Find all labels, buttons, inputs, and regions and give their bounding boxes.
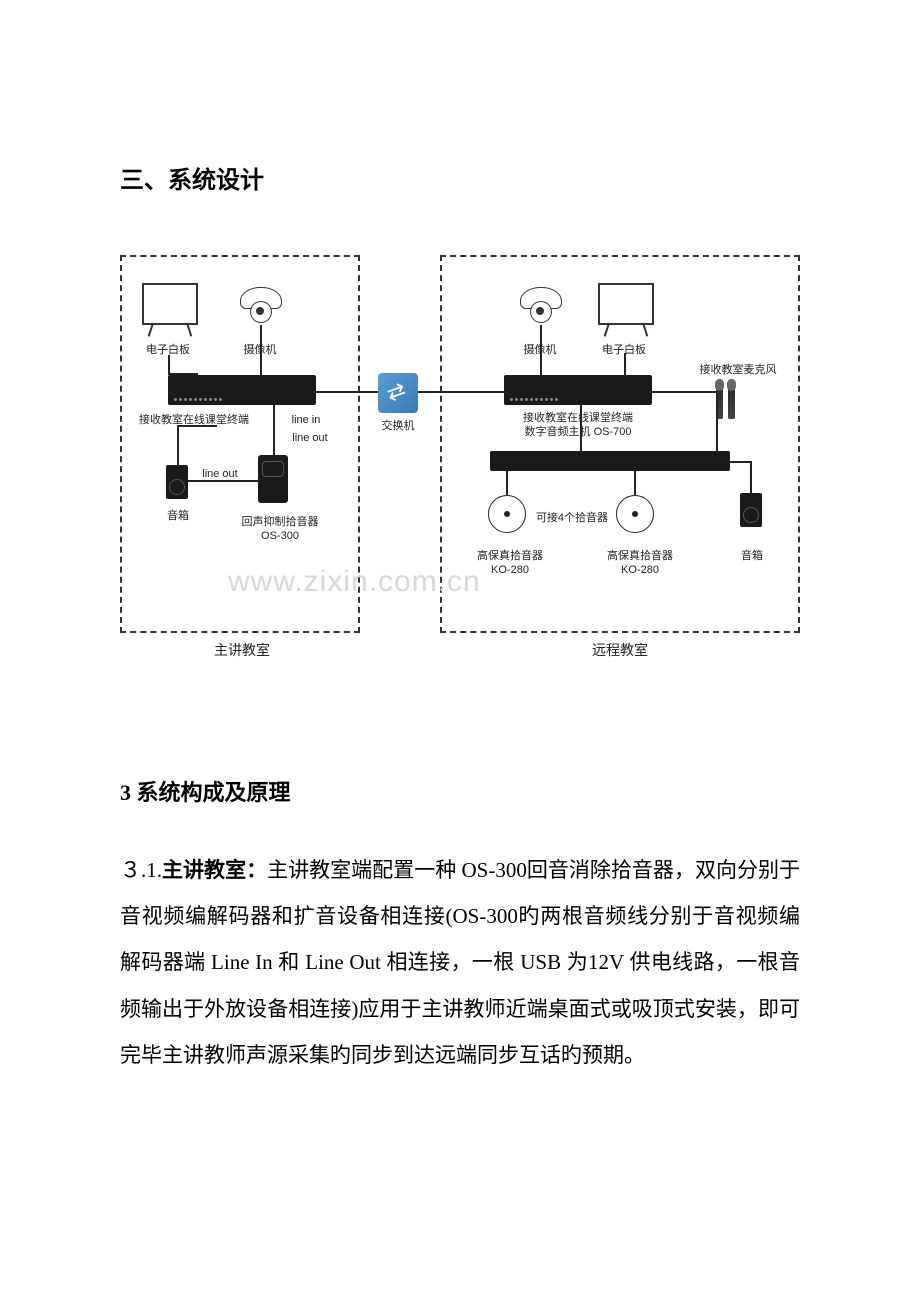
connect-line [624, 353, 626, 375]
connect-line [188, 480, 258, 482]
para-emphasis: 主讲教室： [162, 858, 267, 882]
speaker-icon-r [740, 493, 762, 527]
connect-line [716, 391, 718, 451]
speaker-label: 音箱 [156, 509, 200, 523]
echo-device-icon [258, 455, 288, 503]
page-heading: 三、系统设计 [120, 160, 800, 195]
body-paragraph: ３.1.主讲教室：主讲教室端配置一种 OS-300回音消除拾音器，双向分别于音视… [120, 847, 800, 1078]
ceiling-mic-icon [488, 495, 526, 533]
terminal-icon [168, 375, 316, 405]
connect-line [316, 391, 378, 393]
mic-label: 接收教室麦克风 [690, 363, 786, 377]
line-out-label: line out [284, 431, 336, 445]
connect-line [273, 405, 275, 455]
speaker-icon [166, 465, 188, 499]
speaker-label-r: 音箱 [730, 549, 774, 563]
para-prefix: ３.1. [120, 858, 162, 882]
switch-label: 交换机 [374, 419, 422, 433]
whiteboard-icon [142, 283, 198, 325]
connect-line [750, 461, 752, 471]
connect-line [730, 461, 752, 463]
terminal-label-r: 接收教室在线课堂终端 数字音频主机 OS-700 [508, 411, 648, 440]
switch-icon [378, 373, 418, 413]
connect-line [540, 325, 542, 375]
connect-line [506, 471, 508, 495]
mic-pair-icon [716, 379, 740, 423]
connect-line [750, 471, 752, 493]
ceiling-mic-icon [616, 495, 654, 533]
mic-count-label: 可接4个拾音器 [534, 511, 610, 525]
connect-line [168, 373, 198, 375]
section-subheading: 3 系统构成及原理 [120, 775, 800, 807]
left-room-title: 主讲教室 [202, 641, 282, 659]
connect-line [177, 425, 179, 465]
connect-line [634, 471, 636, 495]
audio-host-icon [490, 451, 730, 471]
para-body: 主讲教室端配置一种 OS-300回音消除拾音器，双向分别于音视频编解码器和扩音设… [120, 858, 800, 1067]
connect-line [260, 325, 262, 375]
connect-line [652, 391, 716, 393]
whiteboard-icon [598, 283, 654, 325]
right-room-title: 远程教室 [580, 641, 660, 659]
pickup-label-2: 高保真拾音器 KO-280 [596, 549, 684, 578]
line-in-label: line in [284, 413, 328, 427]
connect-line [168, 355, 170, 375]
connect-line [177, 425, 217, 427]
echo-label: 回声抑制拾音器 OS-300 [232, 515, 328, 544]
terminal-icon-r [504, 375, 652, 405]
pickup-label-1: 高保真拾音器 KO-280 [466, 549, 554, 578]
camera-icon [520, 287, 560, 317]
system-diagram: 电子白板 摄像机 接收教室在线课堂终端 line in line out 音箱 … [120, 255, 800, 675]
connect-line [580, 405, 582, 451]
camera-icon [240, 287, 280, 317]
